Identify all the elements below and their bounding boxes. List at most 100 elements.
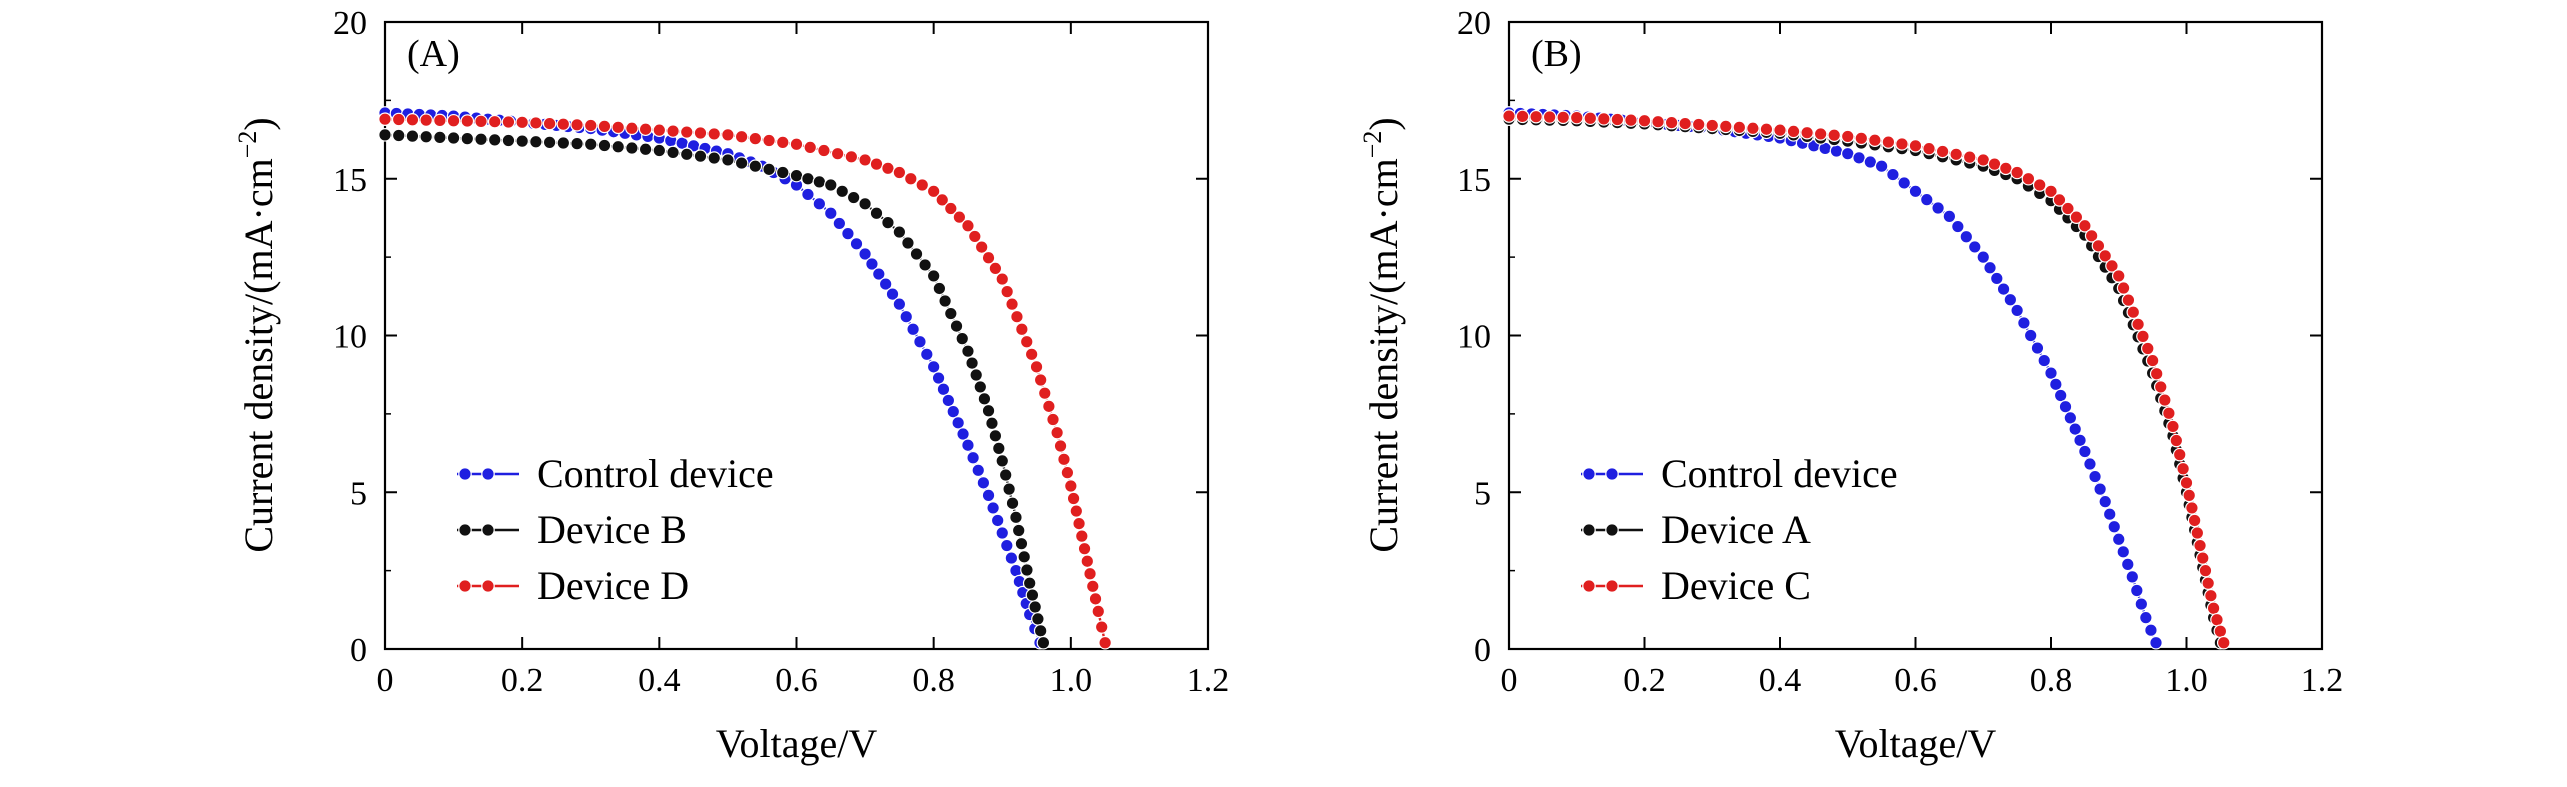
y-tick-label: 10 [333, 319, 367, 356]
data-point [1000, 538, 1014, 553]
data-point [2098, 249, 2112, 263]
data-point [1098, 635, 1112, 650]
data-point [1583, 111, 1598, 126]
data-point [1005, 496, 1020, 511]
data-point [391, 112, 406, 127]
data-point [638, 142, 653, 157]
data-point [2134, 597, 2149, 611]
data-point [935, 193, 950, 207]
data-point [2216, 635, 2231, 650]
chart-panel-a: 0 0.2 0.4 0.6 0.8 1.0 1.2 0 5 10 15 20 Voltage/V Curr… [233, 5, 1229, 766]
data-point [2116, 281, 2131, 295]
data-point [433, 113, 447, 128]
y-axis-label-close: ) [1361, 117, 1406, 130]
data-point [1556, 110, 1570, 125]
data-point [2149, 366, 2164, 381]
series-line [1508, 114, 2225, 644]
data-point [405, 129, 420, 143]
data-point [956, 427, 970, 441]
data-point [487, 133, 502, 147]
data-point [2179, 476, 2194, 490]
legend-item: Device A [1581, 507, 1811, 552]
data-point [2213, 624, 2228, 639]
data-point [2195, 551, 2210, 565]
data-point [981, 403, 996, 418]
data-point [830, 146, 845, 161]
data-point [556, 117, 571, 132]
data-point [515, 134, 529, 148]
data-point [1515, 109, 1530, 124]
y-tick-label: 5 [1474, 475, 1491, 512]
data-point [1922, 141, 1936, 156]
data-point [2182, 488, 2197, 503]
data-point [2107, 519, 2122, 534]
data-point [1029, 360, 1044, 374]
data-point [885, 287, 900, 301]
data-point [2193, 538, 2207, 553]
x-tick-label: 0.4 [638, 662, 681, 699]
data-point [961, 438, 975, 453]
panel-label: (A) [407, 33, 460, 75]
data-point [1854, 131, 1869, 146]
data-point [693, 126, 708, 140]
data-point [2098, 494, 2112, 509]
data-point [961, 218, 975, 233]
data-point [968, 229, 982, 244]
data-point [1057, 452, 1071, 467]
data-point [878, 277, 893, 291]
data-point [899, 309, 914, 324]
y-axis-label-sup: −2 [1358, 131, 1387, 159]
data-point [2044, 184, 2058, 199]
data-point [679, 125, 694, 139]
data-point [965, 356, 979, 370]
data-point [405, 113, 420, 127]
data-point [2111, 269, 2126, 283]
data-point [1732, 120, 1747, 135]
data-point [858, 247, 872, 261]
x-tick-label: 0 [377, 662, 394, 699]
legend-label: Control device [1661, 451, 1898, 496]
data-point [1678, 116, 1692, 131]
data-point [998, 468, 1013, 482]
data-point [1827, 128, 1841, 142]
data-point [1019, 334, 1034, 349]
data-point [1962, 150, 1977, 164]
data-point [952, 210, 967, 224]
data-point [858, 197, 872, 211]
data-point [583, 118, 598, 133]
data-point [926, 269, 941, 283]
data-point [2037, 353, 2052, 368]
data-point [2003, 292, 2018, 307]
data-point [812, 175, 827, 189]
data-point [721, 153, 735, 167]
data-point [1908, 184, 1923, 199]
data-point [1610, 112, 1625, 127]
data-point [913, 334, 927, 349]
data-point [1976, 153, 1991, 167]
legend-marker [1605, 579, 1619, 593]
data-point [487, 114, 502, 129]
data-point [1651, 114, 1665, 129]
data-point [789, 168, 804, 183]
data-point [988, 429, 1003, 443]
data-point [2017, 316, 2031, 330]
data-point [988, 261, 1003, 276]
data-point [1020, 563, 1034, 577]
data-point [812, 197, 827, 211]
data-point [1813, 127, 1828, 141]
data-point [707, 151, 721, 165]
data-point [1010, 309, 1024, 324]
data-point [2139, 610, 2153, 625]
data-point [918, 258, 932, 272]
data-point [944, 306, 958, 321]
legend-marker [458, 523, 472, 537]
data-point [849, 237, 864, 251]
y-tick-label: 20 [333, 5, 367, 42]
data-point [1080, 554, 1095, 569]
data-point [892, 165, 907, 180]
chart-panel-b: 0 0.2 0.4 0.6 0.8 1.0 1.2 0 5 10 15 20 Voltage/V Curr… [1358, 5, 2343, 766]
data-point [1502, 109, 1516, 123]
data-point [1569, 110, 1584, 125]
legend-item: Device D [457, 563, 689, 608]
data-point [977, 392, 992, 406]
